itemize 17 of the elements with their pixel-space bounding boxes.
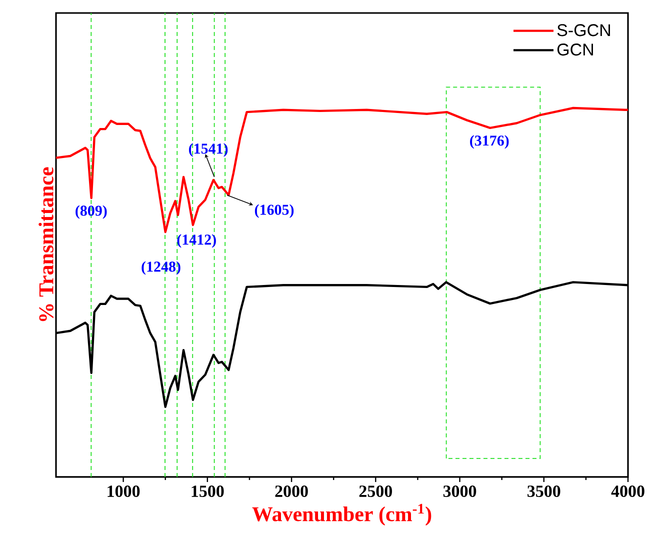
- annotation: (809): [76, 205, 107, 219]
- y-axis-title: % Transmittance: [38, 167, 54, 322]
- legend-label: GCN: [557, 44, 593, 56]
- x-tick-label: 4000: [611, 486, 644, 497]
- x-tick-label: 2000: [275, 486, 308, 497]
- x-tick-label: 3000: [443, 486, 476, 497]
- annotation: (1412): [177, 234, 216, 248]
- annotation: (1248): [142, 261, 180, 275]
- x-axis-title: Wavenumber (cm$^{-1}$): [252, 504, 432, 526]
- x-tick-label: 2500: [359, 486, 392, 497]
- legend-label: S-GCN: [557, 24, 610, 36]
- annotation: (1541): [188, 143, 228, 157]
- x-tick-label: 1500: [192, 486, 224, 497]
- annotation: (1605): [254, 204, 294, 218]
- annotation: (3176): [470, 135, 509, 149]
- x-tick-label: 1000: [108, 486, 140, 497]
- x-tick-label: 3500: [528, 486, 560, 497]
